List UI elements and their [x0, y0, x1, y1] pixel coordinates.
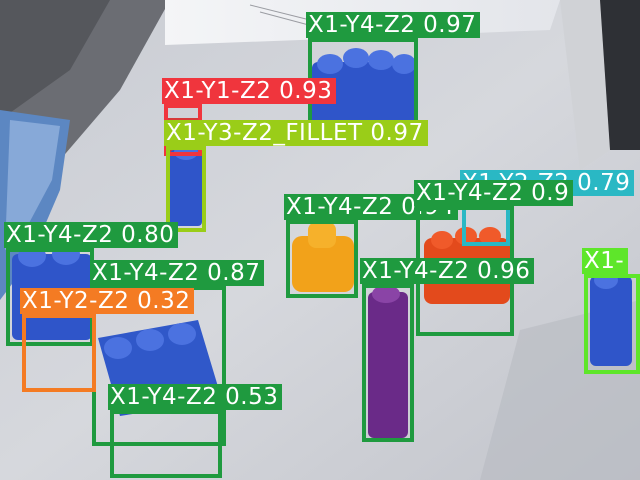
class-name: X1-Y4-Z2 [6, 222, 113, 248]
confidence-score: 0.79 [577, 170, 630, 196]
confidence-score: 0.87 [207, 260, 260, 286]
class-name: X1-Y4-Z2 [92, 260, 199, 286]
detection-label: X1-Y4-Z2 0.96 [360, 258, 534, 284]
class-name: X1- [584, 248, 624, 274]
bounding-box [286, 220, 358, 298]
detection-label: X1-Y2-Z2 0.32 [20, 288, 194, 314]
confidence-score: 0.32 [137, 288, 190, 314]
detection-label: X1-Y4-Z2 0.87 [90, 260, 264, 286]
class-name: X1-Y4-Z2 [308, 12, 415, 38]
detection-label: X1-Y4-Z2 0.97 [306, 12, 480, 38]
bounding-box [362, 284, 414, 442]
detection-label: X1-Y1-Z2 0.93 [162, 78, 336, 104]
detection-box: X1-Y4-Z2 0.94 [286, 220, 358, 298]
class-name: X1-Y4-Z2 [416, 180, 523, 206]
detection-box: X1-Y4-Z2 0.53 [110, 410, 222, 478]
detection-label: X1-Y4-Z2 0.80 [4, 222, 178, 248]
bounding-box [166, 146, 206, 232]
detection-box: X1-Y3-Z2_FILLET 0.97 [166, 146, 206, 232]
detection-label: X1-Y4-Z2 0.9 [414, 180, 573, 206]
class-name: X1-Y4-Z2 [110, 384, 217, 410]
confidence-score: 0.80 [121, 222, 174, 248]
confidence-score: 0.96 [477, 258, 530, 284]
class-name: X1-Y4-Z2 [286, 194, 393, 220]
class-name: X1-Y2-Z2 [22, 288, 129, 314]
confidence-score: 0.9 [531, 180, 569, 206]
detection-box: X1-Y4-Z2 0.96 [362, 284, 414, 442]
class-name: X1-Y3-Z2_FILLET [166, 120, 363, 146]
class-name: X1-Y1-Z2 [164, 78, 271, 104]
confidence-score: 0.93 [279, 78, 332, 104]
detection-box: X1-Y2-Z2 0.32 [22, 314, 96, 392]
bounding-box [584, 274, 640, 374]
confidence-score: 0.97 [370, 120, 423, 146]
detection-label: X1- [582, 248, 628, 274]
confidence-score: 0.97 [423, 12, 476, 38]
detection-label: X1-Y3-Z2_FILLET 0.97 [164, 120, 428, 146]
detection-label: X1-Y4-Z2 0.53 [108, 384, 282, 410]
detection-box: X1- [584, 274, 640, 374]
class-name: X1-Y4-Z2 [362, 258, 469, 284]
bounding-box [22, 314, 96, 392]
bounding-box [110, 410, 222, 478]
confidence-score: 0.53 [225, 384, 278, 410]
